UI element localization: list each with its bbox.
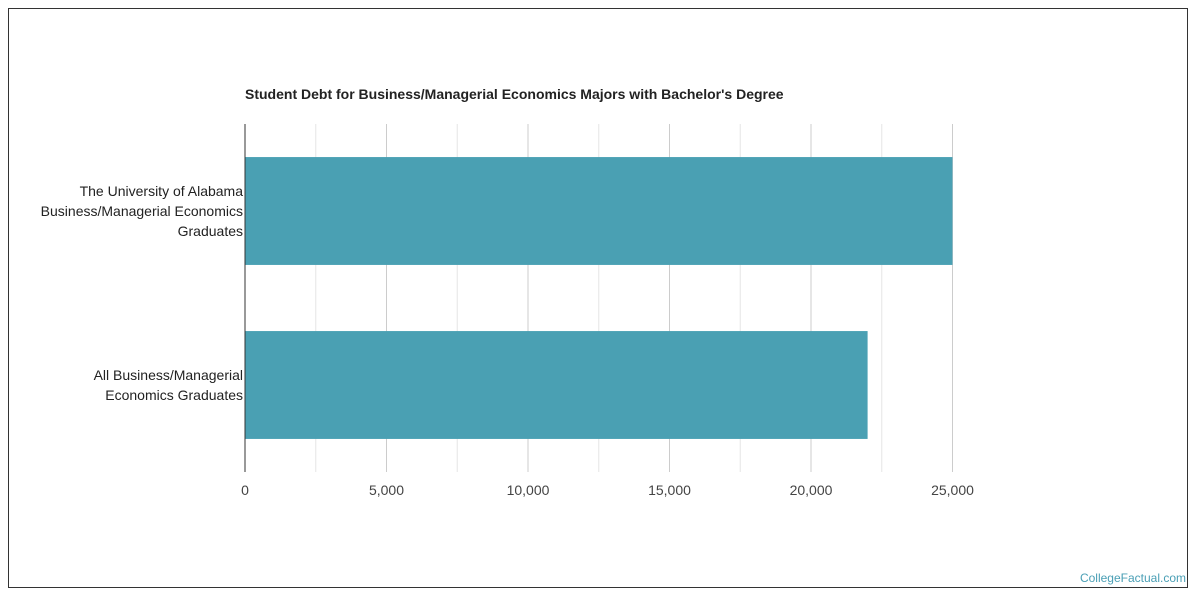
x-tick-label: 15,000: [648, 482, 691, 498]
bar-1[interactable]: [245, 331, 868, 439]
watermark-link[interactable]: CollegeFactual.com: [1079, 571, 1186, 585]
category-label-line: The University of Alabama: [80, 183, 244, 199]
bar-0[interactable]: [245, 157, 953, 265]
x-tick-labels: 0 5,000 10,000 15,000 20,000 25,000: [241, 482, 974, 498]
bars: [245, 157, 953, 439]
category-label-line: Economics Graduates: [105, 387, 243, 403]
chart-frame: [8, 8, 1188, 588]
category-label-line: Graduates: [178, 223, 243, 239]
category-label-line: All Business/Managerial: [94, 367, 243, 383]
x-tick-label: 5,000: [369, 482, 404, 498]
x-tick-label: 20,000: [790, 482, 833, 498]
x-tick-label: 10,000: [507, 482, 550, 498]
category-label-0: The University of Alabama Business/Manage…: [41, 183, 244, 239]
x-tick-label: 0: [241, 482, 249, 498]
chart-title: Student Debt for Business/Managerial Eco…: [245, 86, 784, 102]
category-labels: The University of Alabama Business/Manage…: [41, 183, 244, 403]
category-label-1: All Business/Managerial Economics Graduat…: [94, 367, 243, 403]
x-tick-label: 25,000: [931, 482, 974, 498]
category-label-line: Business/Managerial Economics: [41, 203, 243, 219]
